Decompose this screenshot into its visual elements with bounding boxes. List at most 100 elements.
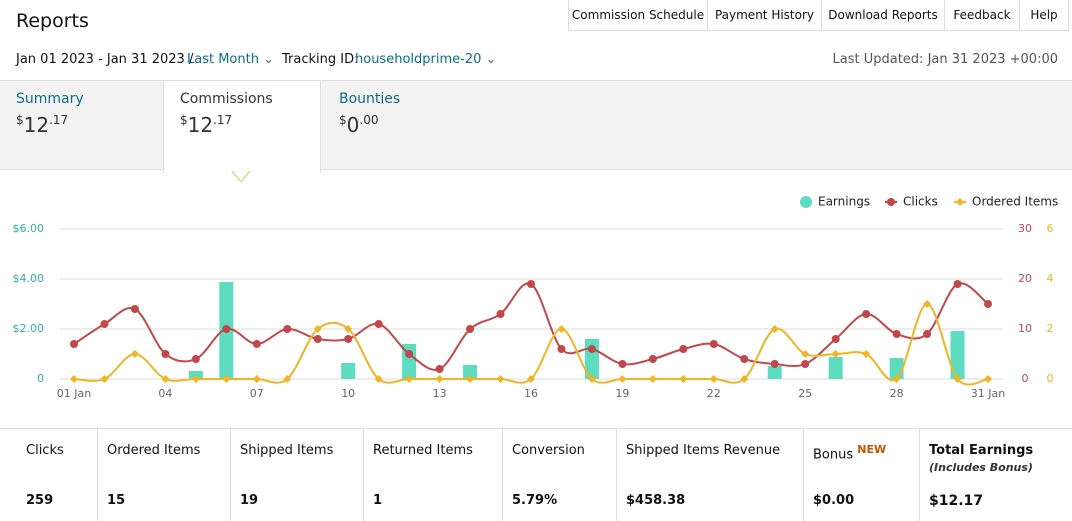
y3-tick-label: 2 [1047, 322, 1054, 335]
nav-button[interactable]: Commission Schedule [568, 0, 708, 31]
x-tick-label: 28 [890, 387, 904, 400]
y3-tick-label: 6 [1047, 222, 1054, 235]
stat-value: 5.79% [512, 493, 558, 508]
point [801, 350, 810, 358]
stat-value: $458.38 [626, 493, 686, 508]
legend-swatch [800, 196, 812, 208]
stat: Conversion 5.79% [502, 428, 617, 521]
x-tick-label: 07 [250, 387, 264, 400]
x-tick-label: 31 Jan [971, 387, 1005, 400]
stat-value: 259 [26, 493, 54, 508]
tab[interactable]: Summary $12.17 [0, 81, 158, 171]
bar [341, 363, 356, 379]
tab-name[interactable]: Bounties [339, 91, 401, 107]
amount-whole: 12 [187, 113, 214, 137]
legend-label: Clicks [903, 195, 938, 209]
y-tick-label: 0 [37, 372, 44, 385]
stat-label: Returned Items [373, 443, 473, 458]
amount-whole: 0 [346, 113, 360, 137]
stat-value: 1 [373, 493, 383, 508]
x-tick-label: 22 [707, 387, 721, 400]
tab[interactable]: Bounties $0.00 [323, 81, 481, 171]
point [100, 320, 109, 328]
x-tick-label: 01 Jan [57, 387, 91, 400]
bar [950, 331, 965, 379]
legend-label: Earnings [818, 195, 870, 209]
point [984, 375, 992, 383]
chart: 0 $2.00 $4.00 $6.00 0 10 20 30 0 2 4 6 01 Jan 04 07 10 1… [13, 170, 1058, 400]
point [984, 300, 992, 308]
y2-tick-label: 20 [1018, 272, 1032, 285]
stat-label: Total Earnings [929, 443, 1034, 458]
date-range: Jan 01 2023 - Jan 31 2023 / [16, 52, 194, 67]
legend-label: Ordered Items [972, 195, 1058, 209]
stat-label: Bonus [813, 447, 854, 463]
y2-tick-label: 0 [1022, 372, 1029, 385]
period-dropdown[interactable]: Last Month ⌄ [187, 52, 275, 67]
stat: Shipped Items 19 [230, 428, 364, 521]
nav-button[interactable]: Download Reports [821, 0, 945, 31]
new-badge: NEW [857, 443, 887, 456]
nav-button[interactable]: Payment History [707, 0, 822, 31]
point [191, 355, 200, 363]
bar [463, 365, 478, 379]
tab-amount: $12.17 [16, 113, 142, 137]
point [648, 375, 657, 383]
point [770, 360, 779, 368]
point [679, 375, 688, 383]
stat-value: 15 [107, 493, 126, 508]
point [618, 375, 627, 383]
currency: $ [180, 113, 188, 127]
tab-name[interactable]: Summary [16, 91, 84, 107]
point [496, 375, 505, 383]
stat-label: Shipped Items [240, 443, 334, 458]
tab-amount: $0.00 [339, 113, 465, 137]
point [313, 335, 322, 343]
point [496, 310, 505, 318]
line [73, 282, 989, 371]
point [344, 325, 353, 333]
period[interactable]: Last Month [187, 52, 259, 67]
tab-active[interactable]: Commissions $12.17 [163, 81, 321, 173]
point [892, 330, 901, 338]
point [709, 375, 718, 383]
point [587, 345, 596, 353]
tab-name[interactable]: Commissions [180, 91, 273, 107]
stat-value: 19 [240, 493, 259, 508]
amount-cents: .17 [213, 113, 233, 127]
nav-button[interactable]: Help [1019, 0, 1069, 31]
x-tick-label: 13 [433, 387, 447, 400]
point [435, 365, 444, 373]
tab-amount: $12.17 [180, 113, 304, 137]
point [344, 335, 353, 343]
y3-tick-label: 0 [1047, 372, 1054, 385]
y-tick-label: $2.00 [13, 322, 45, 335]
stat: Ordered Items 15 [97, 428, 231, 521]
point [679, 345, 688, 353]
point [587, 375, 596, 383]
page-title: Reports [16, 10, 89, 32]
point [405, 350, 414, 358]
point [831, 335, 840, 343]
point [374, 375, 383, 383]
point [252, 375, 261, 383]
tracking-dropdown[interactable]: householdprime-20 ⌄ [355, 52, 497, 67]
stat: Returned Items 1 [363, 428, 503, 521]
y3-tick-label: 4 [1047, 272, 1054, 285]
tracking-label: Tracking ID: [282, 52, 359, 67]
point [862, 350, 871, 358]
tracking-id[interactable]: householdprime-20 [355, 52, 482, 67]
point [557, 325, 566, 333]
currency: $ [339, 113, 347, 127]
nav-button[interactable]: Feedback [944, 0, 1020, 31]
point [862, 310, 871, 318]
stat-value: $0.00 [813, 493, 855, 508]
stat-label: Conversion [512, 443, 585, 458]
y2-tick-label: 10 [1018, 322, 1032, 335]
point [831, 350, 840, 358]
x-tick-label: 25 [798, 387, 812, 400]
stat-value: $12.17 [929, 493, 984, 509]
y-tick-label: $6.00 [13, 222, 45, 235]
point [100, 375, 109, 383]
